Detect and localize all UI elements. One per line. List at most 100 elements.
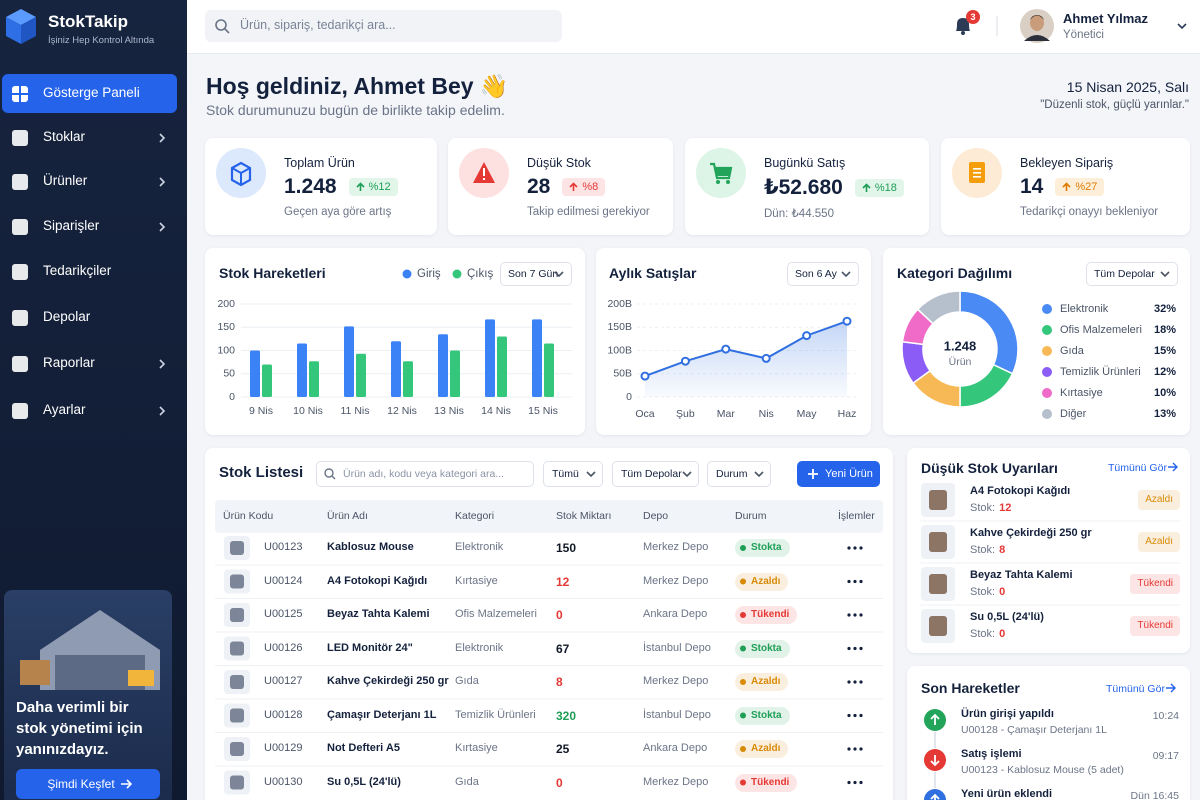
kpi-change: %27 xyxy=(1055,178,1105,196)
welcome-title: Hoş geldiniz, Ahmet Bey 👋 xyxy=(206,73,509,99)
kpi-label: Bugünkü Satış xyxy=(764,156,846,170)
status-chip: Stokta xyxy=(735,539,790,557)
cell-category: Gıda xyxy=(455,775,479,788)
kpi-note: Takip edilmesi gerekiyor xyxy=(527,206,650,218)
cell-code: U00129 xyxy=(264,742,303,754)
row-actions[interactable] xyxy=(845,574,865,590)
kpi-change: %12 xyxy=(348,178,398,196)
menu-label: Siparişler xyxy=(43,218,100,233)
cell-quantity: 8 xyxy=(556,675,563,689)
stock-value: 12 xyxy=(999,502,1012,514)
row-actions[interactable] xyxy=(845,607,865,623)
menu-item[interactable] xyxy=(0,163,187,201)
kpi-value-row: 14 %27 xyxy=(1020,175,1105,199)
kpi-change-value: %12 xyxy=(368,181,391,193)
cell-name: Çamaşır Deterjanı 1L xyxy=(327,708,437,721)
kpi-value: 14 xyxy=(1020,175,1044,198)
arrow-icon xyxy=(569,182,578,191)
menu-label: Ürünler xyxy=(43,173,88,188)
cell-warehouse: Ankara Depo xyxy=(643,608,708,620)
menu-item[interactable] xyxy=(0,299,187,337)
user-name[interactable]: Ahmet Yılmaz xyxy=(1063,11,1149,26)
kpi-value-row: ₺52.680 %18 xyxy=(764,175,904,200)
kpi-change-value: %8 xyxy=(582,181,599,193)
chart-title: Stok Hareketleri xyxy=(219,265,326,281)
table-search[interactable] xyxy=(316,461,534,487)
cell-quantity: 67 xyxy=(556,641,570,656)
status-chip: Azaldı xyxy=(1138,490,1180,510)
event-detail: U00123 - Kablosuz Mouse (5 adet) xyxy=(961,764,1124,776)
status-chip: Azaldı xyxy=(735,572,789,591)
event-title: Satış işlemi xyxy=(961,748,1022,760)
column-header: Ürün Kodu xyxy=(223,510,274,522)
status-chip: Tükendi xyxy=(735,773,798,792)
status-chip: Azaldı xyxy=(1138,532,1180,552)
chart-title: Kategori Dağılımı xyxy=(897,265,1013,281)
bell-button[interactable] xyxy=(950,12,976,38)
brand: StokTakip xyxy=(48,12,128,31)
kpi-change-value: %18 xyxy=(874,181,897,194)
arrow xyxy=(862,182,871,192)
cell-category: Kırtasiye xyxy=(455,742,498,754)
row-actions[interactable] xyxy=(845,674,865,690)
cell-quantity: 0 xyxy=(556,608,563,622)
row-actions[interactable] xyxy=(845,775,865,791)
cell-category: Kırtasiye xyxy=(455,574,498,587)
stock-label: Stok: xyxy=(970,586,996,598)
filter-label: Tüm Depolar xyxy=(621,468,682,480)
cell-warehouse: İstanbul Depo xyxy=(643,641,711,654)
stock-label: Stok: xyxy=(970,544,996,556)
column-header: İşlemler xyxy=(838,510,875,522)
date: 15 Nisan 2025, Salı xyxy=(1066,79,1189,95)
kpi-value: 1.248 xyxy=(284,175,337,198)
column-header: Kategori xyxy=(455,510,495,522)
filter-dropdown[interactable] xyxy=(707,461,771,487)
item-name: A4 Fotokopi Kağıdı xyxy=(970,485,1071,497)
kpi-value-row: 1.248 %12 xyxy=(284,175,398,199)
cell-quantity: 0 xyxy=(556,775,563,790)
cell-quantity: 25 xyxy=(556,742,570,756)
cell-code: U00125 xyxy=(264,608,303,620)
cell-name: A4 Fotokopi Kağıdı xyxy=(327,574,428,587)
cell-warehouse: Merkez Depo xyxy=(643,675,709,687)
row-actions[interactable] xyxy=(845,641,865,657)
event-time: Dün 16:45 xyxy=(1130,790,1179,800)
cell-warehouse: Merkez Depo xyxy=(643,574,709,587)
cell-code: U00127 xyxy=(264,675,303,687)
active-menu-item xyxy=(2,74,177,113)
menu-item[interactable] xyxy=(0,392,187,430)
view-all-link[interactable]: Tümünü Gör xyxy=(1108,462,1167,474)
event-time: 10:24 xyxy=(1152,710,1179,722)
recent-card xyxy=(907,666,1190,800)
filter-dropdown[interactable] xyxy=(612,461,699,487)
cell-code: U00130 xyxy=(264,775,303,788)
quote: "Düzenli stok, güçlü yarınlar." xyxy=(1040,99,1189,111)
welcome-subtitle: Stok durumunuzu bugün de birlikte takip … xyxy=(206,102,505,118)
cell-name: LED Monitör 24" xyxy=(327,641,413,654)
cell-name: Kahve Çekirdeği 250 gr xyxy=(327,675,449,687)
filter-dropdown[interactable] xyxy=(543,461,603,487)
menu-label: Depolar xyxy=(43,309,91,324)
table-header xyxy=(215,500,883,533)
stock-label: Stok: xyxy=(970,628,996,640)
menu-label: Raporlar xyxy=(43,355,95,370)
cell-category: Elektronik xyxy=(455,541,504,553)
view-all-link[interactable]: Tümünü Gör xyxy=(1106,683,1165,695)
search-box[interactable] xyxy=(205,10,562,42)
kpi-note: Geçen aya göre artış xyxy=(284,206,392,218)
column-header: Ürün Adı xyxy=(327,510,368,522)
row-actions[interactable] xyxy=(845,741,865,757)
row-actions[interactable] xyxy=(845,708,865,724)
new-button-label: Yeni Ürün xyxy=(825,468,873,480)
search-placeholder: Ürün adı, kodu veya kategori ara... xyxy=(343,468,505,480)
menu-item[interactable] xyxy=(0,119,187,157)
section-title: Son Hareketler xyxy=(921,680,1020,696)
dropdown-label: Son 6 Ay xyxy=(795,268,837,280)
row-actions[interactable] xyxy=(845,540,865,556)
status-chip: Stokta xyxy=(735,639,790,658)
promo-button[interactable]: Şimdi Keşfet xyxy=(16,769,160,799)
cell-category: Ofis Malzemeleri xyxy=(455,608,537,620)
cell-name: Kablosuz Mouse xyxy=(327,541,414,553)
kpi-value-row: 28 %8 xyxy=(527,175,606,199)
kpi-label: Toplam Ürün xyxy=(284,156,355,170)
